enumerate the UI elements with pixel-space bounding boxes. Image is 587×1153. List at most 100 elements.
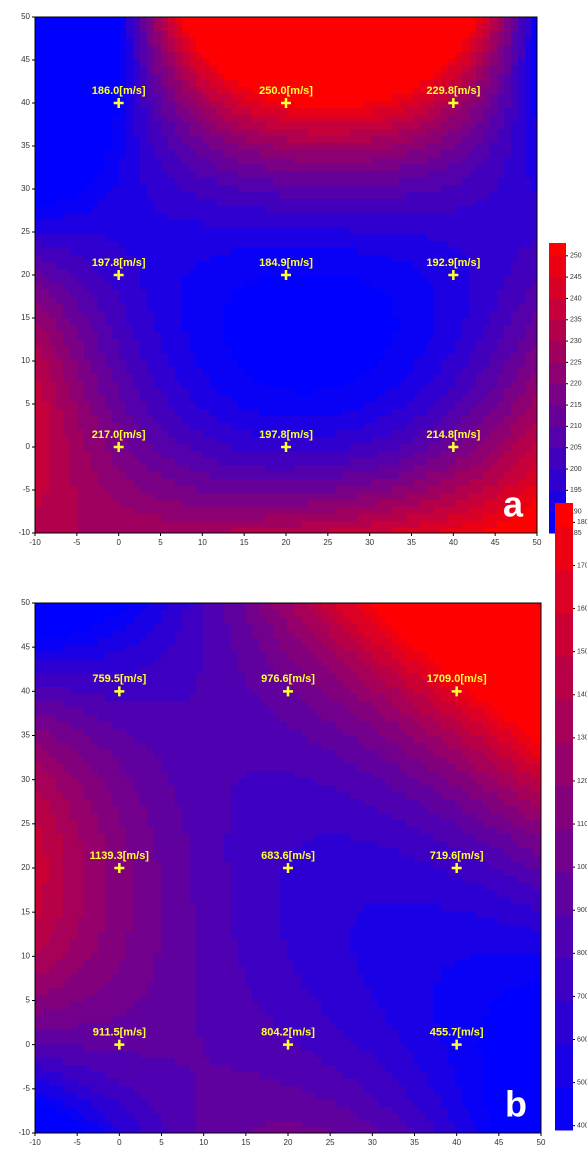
contour-cell (63, 115, 71, 123)
contour-cell (126, 346, 134, 354)
contour-cell (399, 402, 407, 410)
contour-cell (455, 388, 463, 396)
contour-cell (497, 493, 505, 501)
contour-cell (252, 241, 260, 249)
contour-cell (483, 248, 491, 256)
contour-cell (336, 479, 344, 487)
contour-cell (189, 318, 197, 326)
contour-cell (301, 318, 309, 326)
contour-cell (364, 220, 372, 228)
contour-cell (301, 66, 309, 74)
contour-cell (161, 38, 169, 46)
contour-cell (231, 395, 239, 403)
contour-cell (84, 31, 92, 39)
contour-cell (280, 402, 288, 410)
contour-cell (497, 374, 505, 382)
contour-cell (392, 353, 400, 361)
contour-cell (294, 346, 302, 354)
contour-cell (154, 115, 162, 123)
contour-cell (203, 108, 211, 116)
contour-cell (357, 416, 365, 424)
contour-cell (259, 185, 267, 193)
contour-cell (357, 157, 365, 165)
contour-cell (280, 430, 288, 438)
contour-cell (98, 171, 106, 179)
contour-cell (497, 220, 505, 228)
contour-cell (112, 360, 120, 368)
contour-cell (63, 521, 71, 529)
contour-cell (378, 234, 386, 242)
contour-cell (84, 290, 92, 298)
contour-cell (245, 178, 253, 186)
contour-cell (329, 73, 337, 81)
contour-cell (427, 304, 435, 312)
contour-cell (259, 276, 267, 284)
contour-cell (399, 255, 407, 263)
contour-cell (70, 178, 78, 186)
contour-cell (217, 458, 225, 466)
contour-cell (308, 346, 316, 354)
contour-cell (140, 311, 148, 319)
contour-cell (273, 479, 281, 487)
contour-cell (238, 507, 246, 515)
contour-cell (98, 52, 106, 60)
contour-cell (126, 164, 134, 172)
contour-cell (476, 486, 484, 494)
contour-cell (427, 150, 435, 158)
contour-cell (294, 115, 302, 123)
contour-cell (224, 325, 232, 333)
contour-cell (399, 262, 407, 270)
contour-cell (56, 353, 64, 361)
contour-cell (441, 290, 449, 298)
contour-cell (406, 227, 414, 235)
contour-cell (91, 486, 99, 494)
contour-cell (231, 402, 239, 410)
contour-cell (266, 276, 274, 284)
contour-cell (287, 31, 295, 39)
contour-cell (280, 185, 288, 193)
contour-cell (91, 521, 99, 529)
contour-cell (266, 24, 274, 32)
contour-cell (420, 192, 428, 200)
contour-cell (315, 430, 323, 438)
contour-cell (455, 255, 463, 263)
contour-cell (301, 395, 309, 403)
contour-cell (147, 38, 155, 46)
contour-cell (112, 318, 120, 326)
contour-cell (434, 367, 442, 375)
contour-cell (238, 73, 246, 81)
contour-cell (427, 395, 435, 403)
contour-cell (49, 374, 57, 382)
contour-cell (42, 423, 50, 431)
contour-cell (399, 66, 407, 74)
contour-cell (119, 94, 127, 102)
contour-cell (63, 437, 71, 445)
contour-cell (42, 213, 50, 221)
contour-cell (322, 192, 330, 200)
contour-cell (448, 493, 456, 501)
contour-cell (189, 416, 197, 424)
contour-cell (35, 164, 43, 172)
contour-cell (168, 283, 176, 291)
contour-cell (147, 122, 155, 130)
contour-cell (280, 283, 288, 291)
contour-cell (378, 325, 386, 333)
contour-cell (252, 66, 260, 74)
contour-cell (105, 409, 113, 417)
contour-cell (91, 136, 99, 144)
contour-cell (189, 73, 197, 81)
contour-cell (483, 353, 491, 361)
contour-cell (238, 143, 246, 151)
contour-cell (448, 409, 456, 417)
contour-cell (84, 178, 92, 186)
contour-cell (77, 430, 85, 438)
contour-cell (343, 129, 351, 137)
contour-cell (301, 367, 309, 375)
contour-cell (399, 444, 407, 452)
contour-cell (490, 94, 498, 102)
contour-cell (273, 346, 281, 354)
contour-cell (462, 339, 470, 347)
contour-cell (441, 80, 449, 88)
contour-cell (175, 402, 183, 410)
contour-cell (483, 395, 491, 403)
